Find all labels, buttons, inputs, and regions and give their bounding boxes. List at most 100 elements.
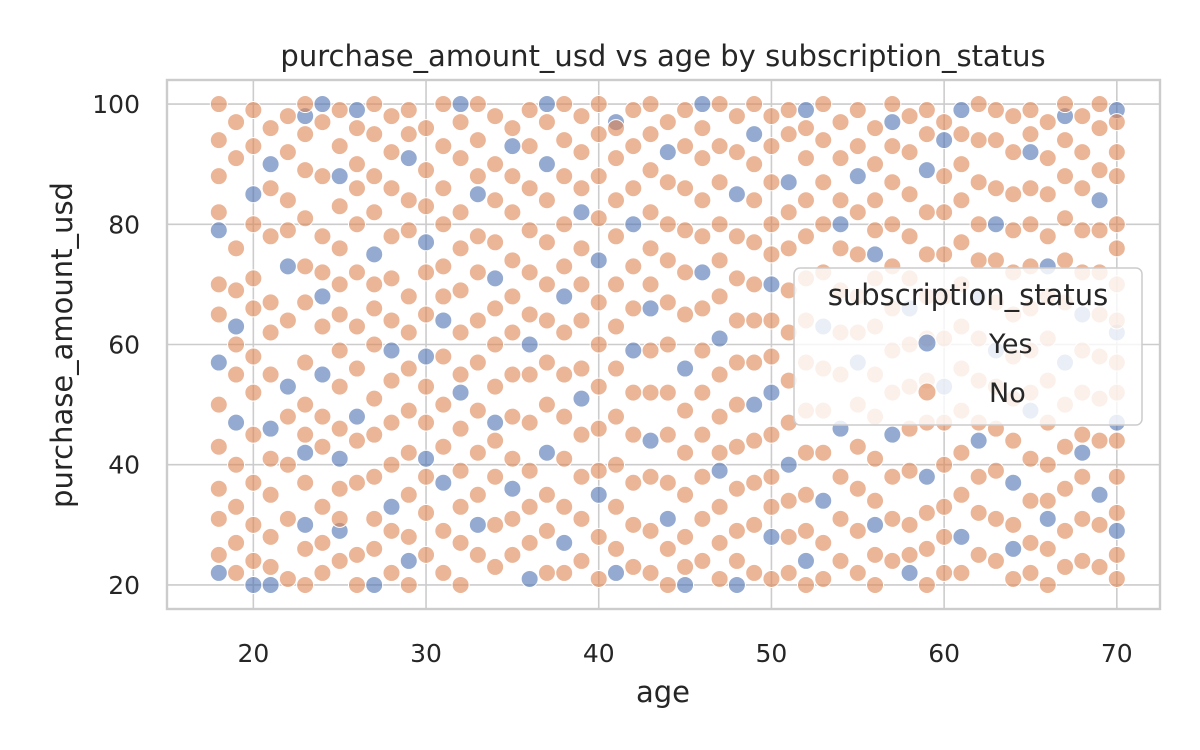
- point-no: [658, 539, 677, 558]
- point-no: [572, 551, 591, 570]
- point-yes: [261, 419, 280, 438]
- point-no: [434, 521, 453, 540]
- point-no: [814, 533, 833, 552]
- point-no: [434, 347, 453, 366]
- point-no: [866, 155, 885, 174]
- point-yes: [209, 353, 228, 372]
- point-no: [503, 449, 522, 468]
- point-no: [382, 311, 401, 330]
- point-no: [347, 155, 366, 174]
- point-no: [883, 551, 902, 570]
- point-no: [555, 257, 574, 276]
- point-no: [589, 125, 608, 144]
- point-no: [831, 509, 850, 528]
- point-no: [641, 467, 660, 486]
- point-no: [1021, 215, 1040, 234]
- point-yes: [589, 251, 608, 270]
- point-no: [261, 449, 280, 468]
- point-no: [555, 563, 574, 582]
- point-yes: [347, 407, 366, 426]
- point-no: [607, 191, 626, 210]
- point-no: [313, 263, 332, 282]
- point-yes: [537, 155, 556, 174]
- point-no: [641, 341, 660, 360]
- point-no: [261, 227, 280, 246]
- point-no: [762, 173, 781, 192]
- point-no: [866, 221, 885, 240]
- point-no: [451, 281, 470, 300]
- point-no: [796, 149, 815, 168]
- point-no: [1038, 455, 1057, 474]
- point-no: [917, 575, 936, 594]
- point-no: [641, 203, 660, 222]
- point-yes: [330, 167, 349, 186]
- point-no: [727, 107, 746, 126]
- point-no: [451, 575, 470, 594]
- point-no: [296, 209, 315, 228]
- point-no: [227, 113, 246, 132]
- point-yes: [779, 455, 798, 474]
- point-no: [624, 299, 643, 318]
- point-no: [986, 179, 1005, 198]
- point-no: [1004, 107, 1023, 126]
- point-no: [658, 335, 677, 354]
- point-no: [641, 239, 660, 258]
- point-no: [1004, 221, 1023, 240]
- point-no: [313, 563, 332, 582]
- x-tick-label: 70: [1101, 639, 1133, 668]
- point-no: [710, 443, 729, 462]
- point-yes: [762, 527, 781, 546]
- point-no: [917, 101, 936, 120]
- point-no: [986, 101, 1005, 120]
- point-yes: [296, 515, 315, 534]
- point-no: [486, 107, 505, 126]
- point-no: [330, 419, 349, 438]
- point-no: [227, 149, 246, 168]
- point-yes: [779, 173, 798, 192]
- point-no: [848, 203, 867, 222]
- point-no: [693, 467, 712, 486]
- point-no: [382, 413, 401, 432]
- point-no: [641, 383, 660, 402]
- point-no: [641, 125, 660, 144]
- point-no: [658, 575, 677, 594]
- point-no: [658, 425, 677, 444]
- point-no: [399, 101, 418, 120]
- point-no: [745, 473, 764, 492]
- x-axis-label: age: [636, 675, 690, 709]
- point-yes: [468, 185, 487, 204]
- point-yes: [624, 341, 643, 360]
- point-no: [883, 467, 902, 486]
- point-no: [572, 143, 591, 162]
- point-no: [710, 137, 729, 156]
- point-yes: [209, 221, 228, 240]
- point-no: [330, 479, 349, 498]
- point-no: [986, 509, 1005, 528]
- point-no: [365, 389, 384, 408]
- point-no: [296, 161, 315, 180]
- point-no: [658, 473, 677, 492]
- point-no: [866, 545, 885, 564]
- point-no: [330, 377, 349, 396]
- x-axis-ticks: 20 30 40 50 60 70: [237, 639, 1132, 668]
- point-no: [278, 569, 297, 588]
- point-no: [486, 335, 505, 354]
- point-no: [468, 311, 487, 330]
- point-no: [330, 341, 349, 360]
- point-no: [848, 137, 867, 156]
- point-no: [952, 563, 971, 582]
- point-no: [209, 395, 228, 414]
- point-no: [1107, 113, 1126, 132]
- point-no: [313, 167, 332, 186]
- point-no: [779, 239, 798, 258]
- point-yes: [607, 563, 626, 582]
- point-yes: [1073, 443, 1092, 462]
- point-no: [848, 437, 867, 456]
- point-no: [209, 203, 228, 222]
- point-yes: [676, 359, 695, 378]
- legend-box: [793, 267, 1143, 426]
- point-no: [607, 497, 626, 516]
- point-yes: [624, 215, 643, 234]
- point-no: [330, 305, 349, 324]
- point-no: [866, 491, 885, 510]
